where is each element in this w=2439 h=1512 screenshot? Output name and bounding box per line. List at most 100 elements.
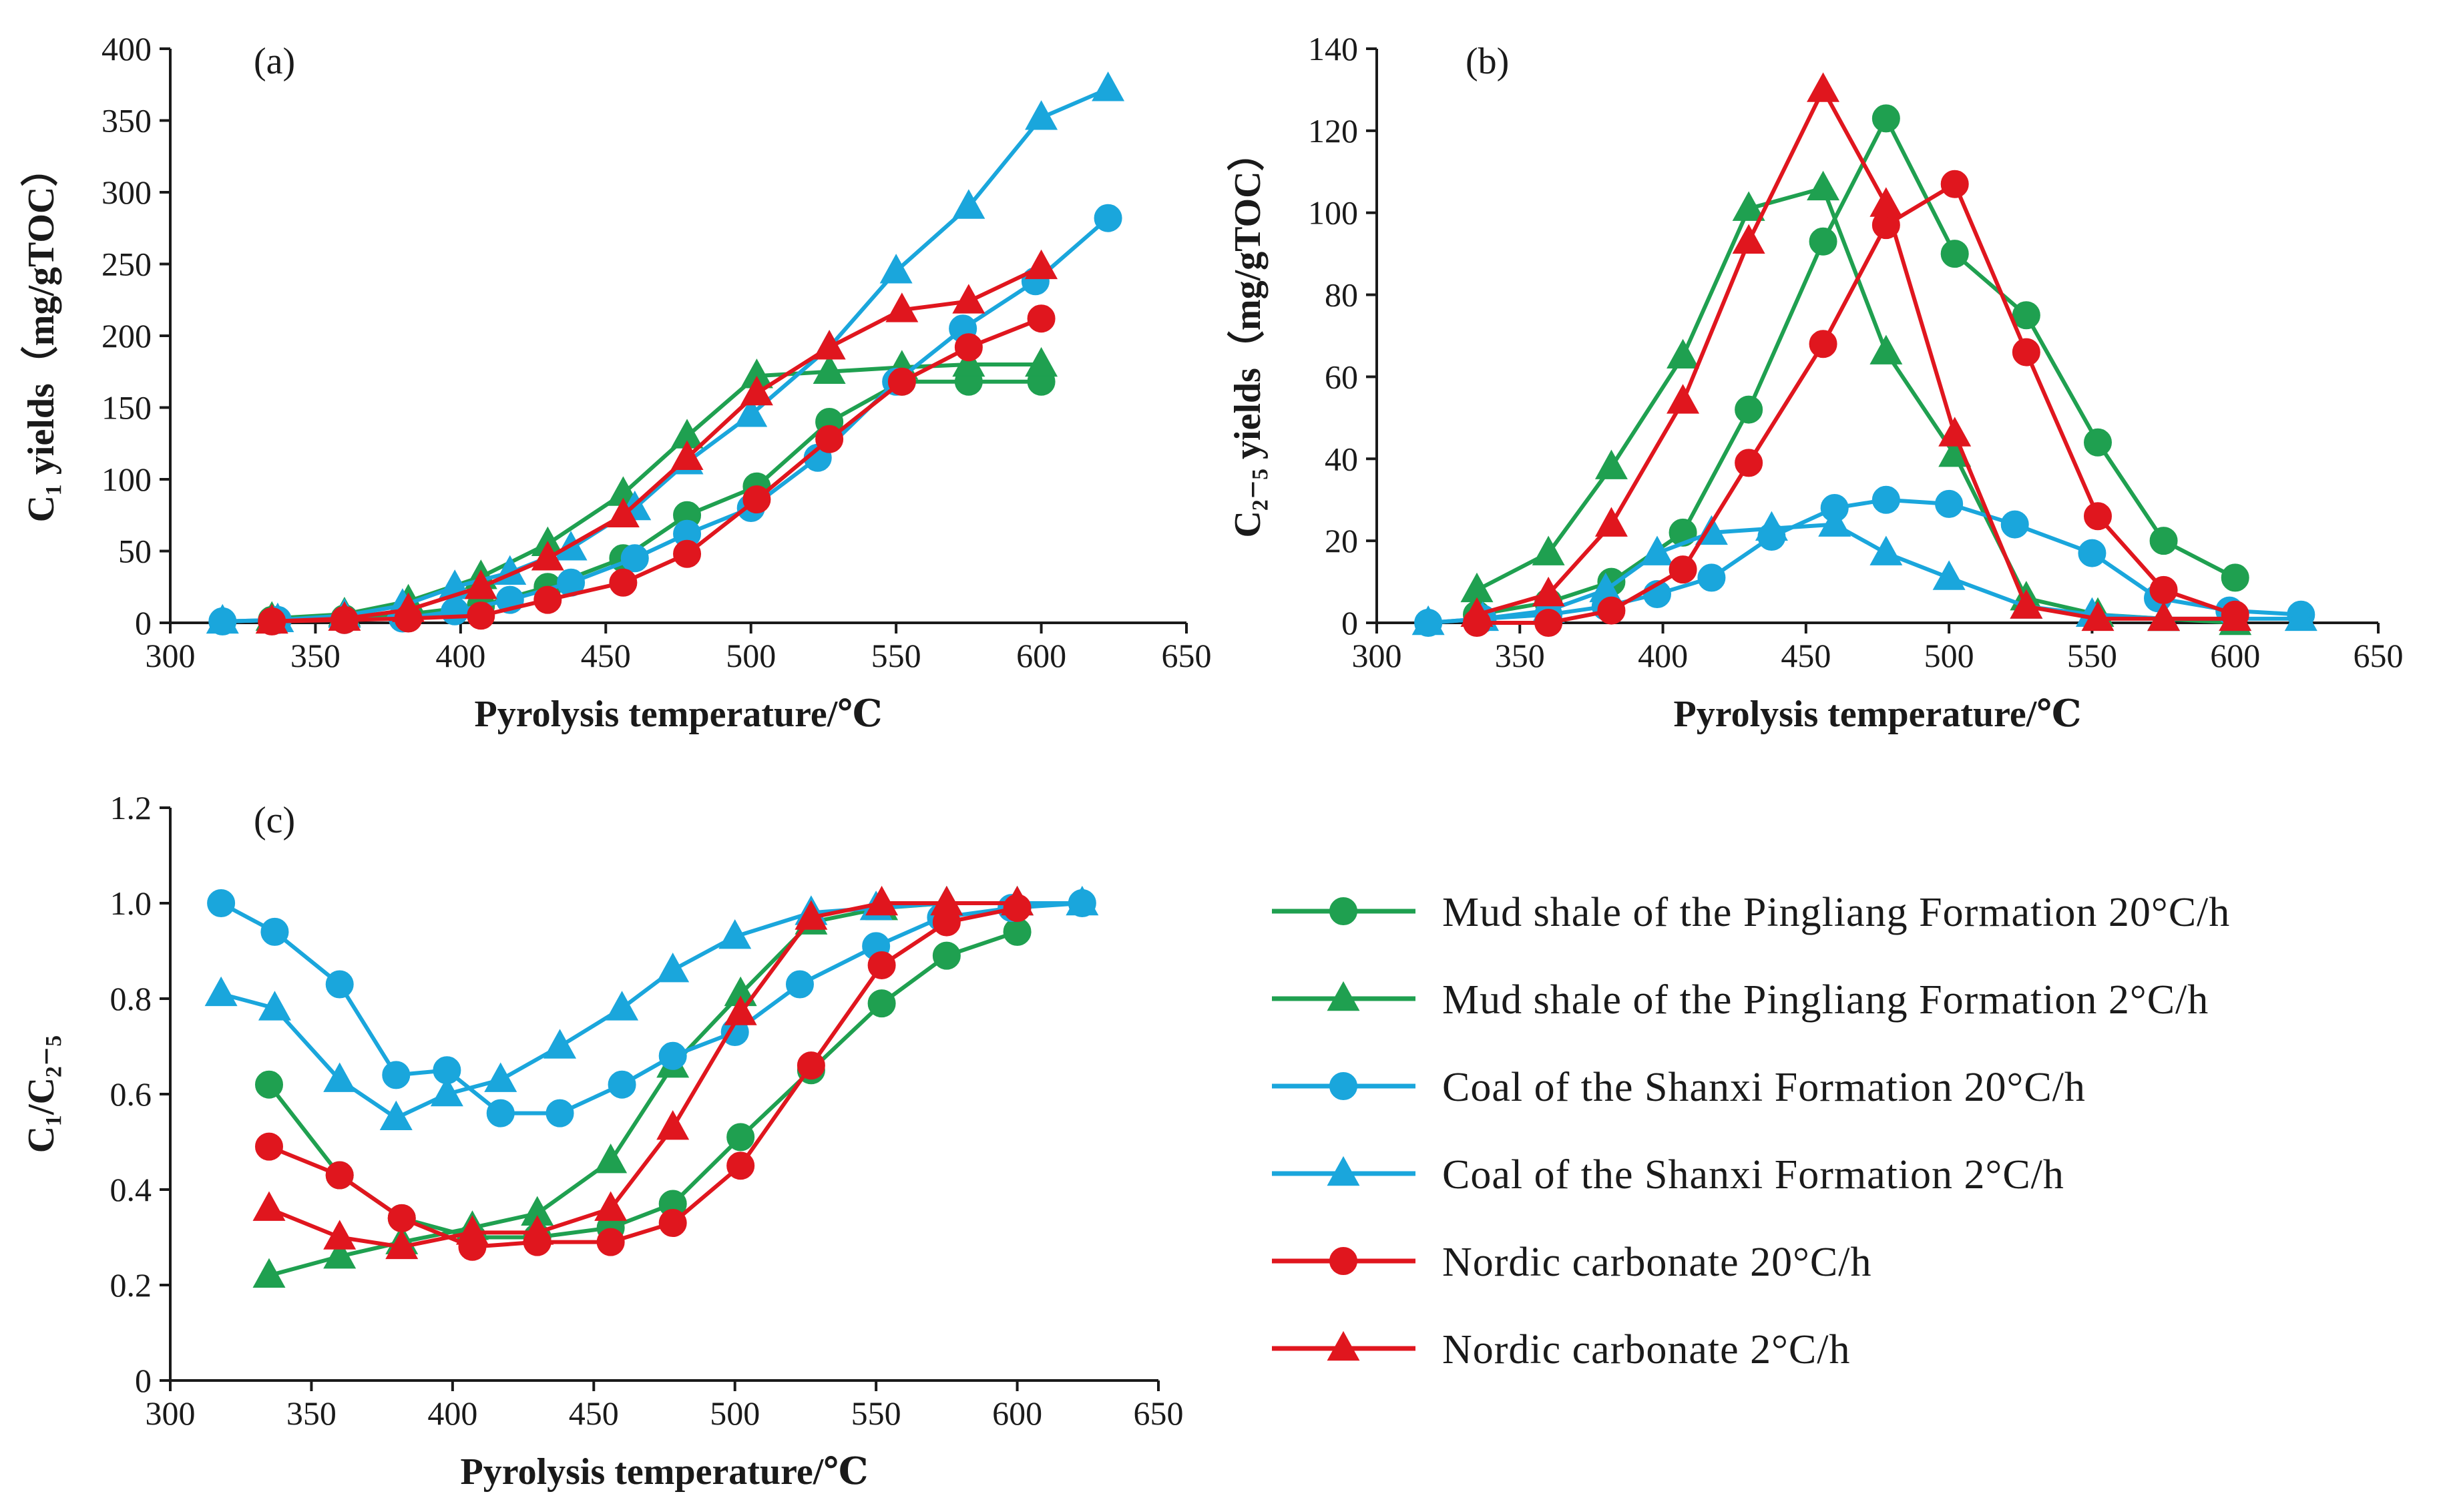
series-sx2-point <box>718 919 752 949</box>
y-tick-label: 150 <box>101 389 152 427</box>
series-sx2-point <box>1640 535 1674 565</box>
series-sx2-point <box>379 1100 413 1131</box>
series-sx20-point <box>2078 539 2107 567</box>
series-pl2-point <box>594 1144 628 1174</box>
series-nc2-point <box>740 375 773 406</box>
series-nc2-point <box>1869 187 1903 217</box>
series-sx2-point <box>1025 100 1058 130</box>
series-nc2-point <box>1807 72 1840 102</box>
series-line-nc20 <box>268 906 1018 1249</box>
series-nc2-point <box>2147 601 2181 632</box>
series-nc2-point <box>656 1109 690 1140</box>
series-pl20 <box>1463 104 2249 629</box>
series-nc20-point <box>1940 170 1969 198</box>
series-sx2-point <box>543 1029 577 1059</box>
legend-label: Nordic carbonate 20°C/h <box>1442 1240 1871 1285</box>
series-nc20 <box>255 894 1032 1261</box>
series-nc20-point <box>255 1132 283 1161</box>
series-nc2-point <box>952 284 985 314</box>
y-tick-label: 0.8 <box>110 980 152 1017</box>
series-sx2-point <box>1092 71 1125 101</box>
series-line-nc2 <box>1476 87 2235 621</box>
series-nc2-point <box>1938 417 1972 447</box>
series-sx20-point <box>1935 489 1964 518</box>
y-tick-label: 60 <box>1325 358 1358 395</box>
series-sx20-point <box>658 1041 687 1070</box>
y-axis-label: C₁/C₂₋₅ <box>21 1035 62 1153</box>
series-pl2-point <box>813 354 846 385</box>
y-tick-label: 0 <box>135 1362 152 1399</box>
series-nc20-point <box>2149 575 2178 604</box>
series-sx2-point <box>204 976 238 1007</box>
series-nc20-point <box>533 585 562 614</box>
series-sx2-point <box>734 397 768 427</box>
x-axis-label: Pyrolysis temperature/℃ <box>461 1451 869 1493</box>
x-tick-label: 550 <box>2067 637 2117 674</box>
panel-a: 300 350 400 450 500 550 600 650 0 50 100 150 200 250 3… <box>20 30 1212 735</box>
y-tick-label: 0 <box>1341 604 1358 642</box>
series-sx2-point <box>1755 511 1788 541</box>
series-sx2-point <box>1066 885 1099 916</box>
series-line-pl2 <box>1476 186 2235 625</box>
series-nc2-point <box>606 497 640 528</box>
x-tick-label: 400 <box>427 1395 477 1432</box>
x-tick-label: 500 <box>1924 637 1974 674</box>
x-tick-label: 450 <box>569 1395 619 1432</box>
series-sx2-point <box>1932 560 1966 590</box>
series-nc2-point <box>813 330 846 360</box>
series-pl20-point <box>1809 227 1837 256</box>
series-line-nc20 <box>272 316 1042 623</box>
series-sx2-point <box>258 991 291 1021</box>
series-sx20-point <box>382 1061 411 1089</box>
x-tick-label: 600 <box>992 1395 1042 1432</box>
series-pl2-point <box>1532 535 1565 565</box>
panel-label: (b) <box>1466 41 1509 82</box>
series-nc20-point <box>867 951 896 979</box>
y-tick-label: 200 <box>101 317 152 354</box>
series-nc2-point <box>252 1191 286 1221</box>
series-nc20-point <box>658 1209 687 1238</box>
series-sx2 <box>204 885 1099 1131</box>
series-nc2-point <box>594 1191 628 1221</box>
series-pl20-point <box>2149 527 2178 555</box>
y-tick-label: 0 <box>135 604 152 642</box>
series-nc2 <box>252 885 1034 1260</box>
series-sx20-point <box>441 597 469 625</box>
legend-item-nc2: Nordic carbonate 2°C/h <box>1272 1327 1849 1372</box>
series-sx2-point <box>430 1076 463 1107</box>
y-tick-label: 1.2 <box>110 789 152 826</box>
series-nc2-point <box>385 1229 419 1260</box>
series-sx20-point <box>486 1099 515 1127</box>
series-sx2-point <box>323 1062 357 1092</box>
series-sx20-point <box>207 889 236 917</box>
series-sx2-point <box>1411 605 1445 636</box>
y-axis-label: C₁ yields（mg/gTOC） <box>20 150 62 523</box>
x-tick-label: 650 <box>1162 637 1212 674</box>
x-tick-label: 450 <box>1781 637 1831 674</box>
series-nc20 <box>1463 170 2249 637</box>
legend-label: Coal of the Shanxi Formation 2°C/h <box>1442 1152 2064 1198</box>
x-tick-label: 400 <box>435 637 485 674</box>
x-tick-label: 500 <box>710 1395 760 1432</box>
series-nc20-point <box>1735 449 1763 477</box>
series-pl20-point <box>2012 301 2040 330</box>
series-pl20 <box>255 917 1032 1252</box>
series-pl2-point <box>1025 346 1058 377</box>
legend-item-sx2: Coal of the Shanxi Formation 2°C/h <box>1272 1152 2064 1198</box>
legend-pl2-point <box>1327 981 1360 1011</box>
x-axis-label: Pyrolysis temperature/℃ <box>475 694 883 735</box>
series-nc20-point <box>887 367 916 396</box>
series-sx2-point <box>606 991 639 1021</box>
y-tick-label: 100 <box>1308 194 1358 232</box>
series-sx20-point <box>785 970 814 999</box>
series-nc20-point <box>325 1161 354 1190</box>
legend-label: Mud shale of the Pingliang Formation 2°C… <box>1442 977 2209 1023</box>
series-nc20-point <box>1809 330 1837 358</box>
legend-sx2-point <box>1327 1156 1360 1186</box>
series-nc20-point <box>1027 304 1056 333</box>
series-nc2-point <box>1532 576 1565 607</box>
series-nc20-point <box>742 485 771 514</box>
series-pl2-point <box>252 1258 286 1288</box>
series-pl20-point <box>932 941 961 970</box>
series-pl2 <box>252 885 1034 1288</box>
